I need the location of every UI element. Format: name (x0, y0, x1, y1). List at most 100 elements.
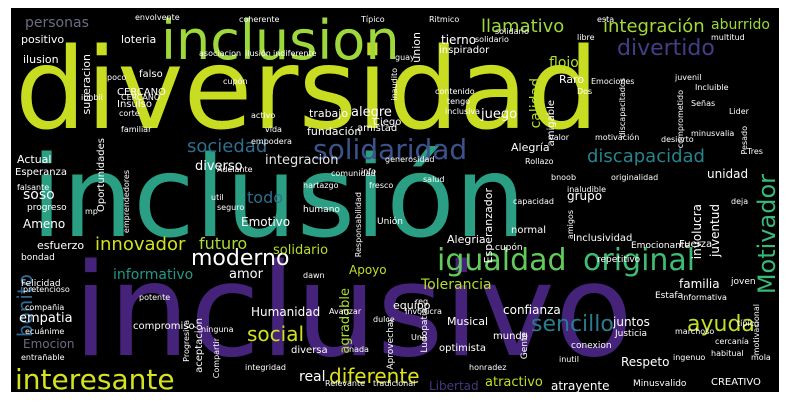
word-empodera: empodera (251, 137, 292, 146)
word-mola: mola (751, 353, 771, 362)
word-responsabilidad: Responsabilidad (354, 192, 363, 258)
word-incluible: Incluible (695, 83, 729, 92)
word-relevante: Relevante (325, 379, 366, 388)
word-amigos: amigos (566, 210, 575, 240)
word-llamativo: llamativo (481, 16, 565, 37)
word-uno: Uno (411, 333, 427, 342)
word-ninguna: ninguna (201, 325, 234, 334)
word-ameno: Ameno (23, 217, 66, 231)
word-motivador: Motivador (753, 174, 779, 295)
word-inaudito: inaudito (390, 68, 399, 101)
word-emociones: Emociones (591, 77, 635, 86)
word-deja: deja (731, 197, 749, 206)
word-amor: amor (229, 267, 263, 282)
word-emprendedores: emprendedores (122, 170, 131, 234)
word-cupon-small: cupón (223, 77, 248, 86)
word-guay: guay (395, 53, 415, 62)
word-cupon: cupón (495, 243, 523, 253)
word-respeto: Respeto (621, 355, 670, 369)
word-salud: salud (423, 175, 445, 184)
word-unidad: unidad (707, 167, 749, 181)
word-alegria-accent: Alegría (511, 141, 550, 154)
word-esperanzador: Esperanzador (482, 188, 495, 264)
word-humano: humano (303, 205, 340, 215)
word-informativa: informativa (681, 293, 727, 302)
word-diversa: diversa (291, 345, 328, 356)
word-progresiva: Progresiva (182, 320, 191, 362)
word-solidario-small: solidario (475, 35, 509, 44)
word-creativo: CREATIVO (711, 377, 761, 388)
word-interesante: interesante (15, 363, 175, 393)
word-ayuda: ayuda (687, 312, 755, 337)
word-coherente: coherente (239, 15, 280, 24)
word-actual: Actual (17, 153, 52, 166)
word-desierto: desierto (661, 135, 694, 144)
word-inspirador: inspirador (439, 45, 490, 56)
word-esfuerzo: esfuerzo (37, 239, 85, 252)
word-positivo: positivo (21, 33, 65, 46)
word-familiar: familiar (121, 125, 152, 134)
word-libre: libre (577, 33, 595, 42)
word-atractivo: atractivo (485, 375, 543, 390)
word-falso: falso (139, 69, 163, 80)
word-poco: poco (107, 73, 127, 82)
word-sociedad: sociedad (187, 136, 268, 157)
word-amistad: amistad (357, 123, 398, 134)
word-musical: Musical (447, 315, 489, 328)
word-agradable: agradable (338, 288, 353, 354)
word-todo: todo (247, 188, 284, 207)
word-inaludible: inaludible (567, 185, 607, 194)
word-cercania: cercanía (715, 337, 749, 346)
word-cloud: diversidad inclusión inclusivo inclusion… (11, 8, 779, 392)
word-integridad: integridad (245, 363, 286, 372)
word-capacidad: capacidad (513, 197, 554, 206)
word-dos: Dos (577, 87, 593, 96)
word-social: social (247, 322, 305, 346)
word-rollazo: Rollazo (525, 157, 554, 166)
word-minusvalido: Minusvalido (633, 379, 687, 389)
word-normal: normal (511, 225, 547, 236)
word-compromiso: compromiso (133, 321, 195, 332)
word-bondad: bondad (21, 253, 55, 263)
word-ingenuo: ingenuo (673, 353, 706, 362)
word-generosidad: generosidad (385, 155, 435, 164)
word-discapacitados: discapacitados (618, 78, 627, 138)
word-tipico: Típico (361, 15, 385, 24)
word-inclusion-accent: inclusión (31, 133, 526, 263)
word-diverso: diverso (195, 159, 243, 174)
word-familia: familia (679, 277, 720, 291)
word-tierno: tierno (441, 33, 477, 47)
word-inutil: inutil (559, 355, 579, 364)
word-fundacion: fundación (307, 125, 362, 138)
word-optimista: optimista (439, 343, 486, 354)
word-adelante: Adelante (217, 165, 253, 174)
word-integracion: integracion (265, 153, 339, 168)
word-avanzar: Avanzar (329, 307, 362, 316)
word-entranable: entrañable (21, 353, 65, 362)
word-involucra-small: Involucra (405, 307, 442, 316)
word-gente: Gente (520, 332, 530, 360)
word-alegria: Alegria (447, 233, 486, 246)
word-involucra: involucra (690, 204, 704, 260)
word-tengo: tengo (447, 97, 471, 106)
word-inclusivo: inclusivo (73, 237, 634, 386)
word-sencillo: sencillo (531, 312, 614, 337)
word-solidaridad: solidaridad (313, 133, 468, 166)
word-futuro: futuro (199, 234, 248, 253)
word-tolerancia: Tolerancia (421, 277, 492, 293)
word-repetitivo: repetitivo (597, 255, 641, 265)
word-emocion: Emocion (23, 337, 75, 351)
word-reg: reg (415, 297, 429, 306)
word-moderno: moderno (191, 246, 290, 271)
word-calidad: calidad (528, 78, 544, 129)
word-divertido: divertido (617, 36, 715, 61)
word-alegre: alegre (351, 105, 392, 120)
word-multitud: multitud (711, 33, 745, 42)
word-real: real (299, 369, 326, 385)
word-loteria: loteria (121, 33, 157, 46)
word-falsante: falsante (17, 183, 50, 192)
word-solidario: solidario (273, 243, 329, 258)
word-emotivo: Emotivo (241, 215, 291, 229)
word-inclusion: inclusion (161, 9, 400, 72)
word-soso: soso (23, 187, 55, 203)
